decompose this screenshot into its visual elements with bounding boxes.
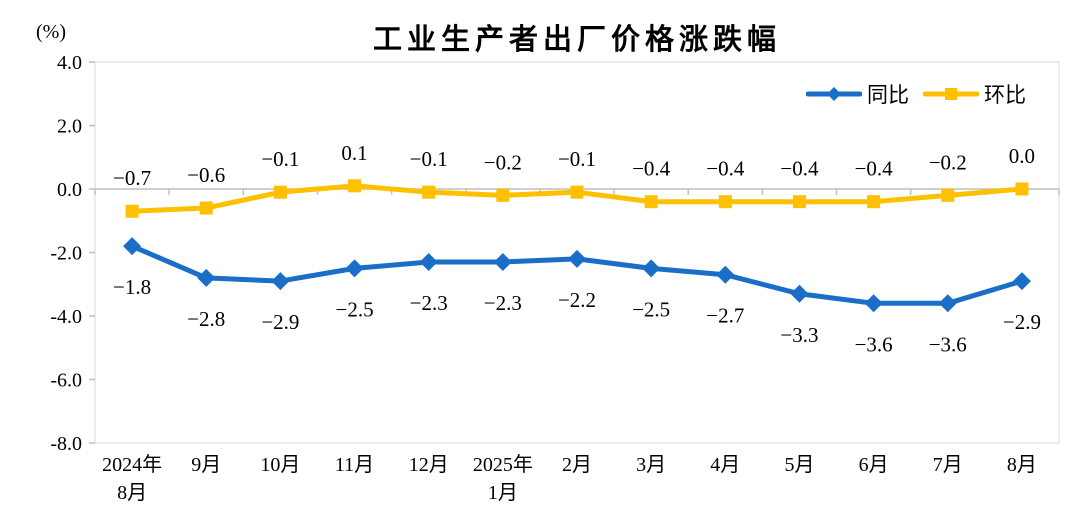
data-label-yoy: −2.2	[558, 288, 596, 312]
y-axis-unit-label: (%)	[36, 21, 66, 43]
x-axis-label: 6月	[859, 454, 889, 476]
y-axis-tick-label: -8.0	[50, 433, 82, 455]
x-axis-label: 1月	[488, 482, 518, 504]
marker-diamond-yoy	[642, 259, 661, 278]
data-label-mom: −0.4	[780, 157, 819, 181]
marker-square-mom	[644, 195, 658, 209]
data-label-yoy: −2.9	[1003, 310, 1041, 334]
marker-diamond-yoy	[123, 237, 142, 256]
x-axis-label: 2月	[562, 454, 592, 476]
data-label-yoy: −2.5	[335, 297, 373, 321]
marker-square-mom	[348, 179, 362, 193]
marker-diamond-yoy	[1012, 272, 1031, 291]
marker-square-mom	[496, 188, 510, 202]
data-label-mom: −0.2	[484, 150, 522, 174]
data-label-yoy: −2.8	[187, 307, 225, 331]
y-axis-tick-label: 4.0	[57, 52, 82, 74]
marker-square-mom	[570, 185, 584, 199]
legend-label-yoy: 同比	[867, 84, 909, 107]
x-axis-label: 8月	[117, 482, 147, 504]
marker-square-mom	[941, 188, 955, 202]
marker-diamond-yoy	[938, 294, 957, 313]
data-label-mom: −0.4	[706, 157, 745, 181]
data-label-mom: −0.7	[113, 166, 151, 190]
data-label-yoy: −2.3	[484, 291, 522, 315]
legend-item-mom: 环比	[923, 79, 1026, 109]
x-axis-label: 2024年	[102, 453, 162, 476]
marker-diamond-yoy	[790, 284, 809, 303]
data-label-yoy: −2.3	[410, 291, 448, 315]
marker-square-mom	[1015, 182, 1029, 196]
x-axis-label: 7月	[933, 454, 963, 476]
mom-square-marker-icon	[945, 88, 957, 100]
x-axis-label: 9月	[191, 454, 221, 476]
chart-title: 工业生产者出厂价格涨跌幅	[372, 24, 781, 56]
data-label-yoy: −3.6	[929, 332, 967, 356]
x-axis-label: 10月	[260, 454, 300, 476]
marker-diamond-yoy	[864, 294, 883, 313]
mom-line-swatch	[923, 88, 979, 100]
data-label-mom: −0.6	[187, 163, 225, 187]
legend-label-mom: 环比	[984, 84, 1026, 107]
data-label-mom: −0.4	[632, 157, 671, 181]
x-axis-label: 11月	[335, 454, 374, 476]
marker-diamond-yoy	[493, 253, 512, 272]
data-label-mom: −0.2	[929, 150, 967, 174]
legend: 同比 环比	[806, 79, 1026, 109]
data-label-yoy: −2.7	[706, 304, 744, 328]
data-label-yoy: −2.9	[261, 310, 299, 334]
data-label-mom: −0.1	[558, 147, 596, 171]
marker-diamond-yoy	[419, 253, 438, 272]
data-label-yoy: −3.3	[780, 323, 818, 347]
data-label-mom: −0.1	[410, 147, 448, 171]
x-axis-label: 8月	[1007, 454, 1037, 476]
data-label-mom: −0.4	[855, 157, 894, 181]
data-label-mom: −0.1	[261, 147, 299, 171]
x-axis-label: 5月	[784, 454, 814, 476]
marker-diamond-yoy	[716, 265, 735, 284]
marker-square-mom	[718, 195, 732, 209]
y-axis-tick-label: -2.0	[50, 243, 82, 265]
y-axis-tick-label: -6.0	[50, 370, 82, 392]
yoy-diamond-marker-icon	[827, 87, 841, 101]
x-axis-label: 12月	[409, 454, 449, 476]
x-axis-label: 3月	[636, 454, 666, 476]
data-label-yoy: −2.5	[632, 297, 670, 321]
marker-square-mom	[125, 204, 139, 218]
marker-square-mom	[867, 195, 881, 209]
marker-diamond-yoy	[568, 249, 586, 268]
data-label-yoy: −1.8	[113, 275, 151, 299]
data-label-yoy: −3.6	[855, 332, 893, 356]
marker-diamond-yoy	[197, 268, 216, 287]
y-axis-tick-label: 0.0	[57, 179, 82, 201]
data-label-mom: 0.1	[341, 141, 367, 165]
marker-square-mom	[792, 195, 806, 209]
y-axis-tick-label: 2.0	[57, 116, 82, 138]
yoy-line-swatch	[806, 87, 862, 101]
marker-square-mom	[199, 201, 213, 215]
y-axis-tick-label: -4.0	[50, 306, 82, 328]
marker-diamond-yoy	[271, 272, 290, 291]
marker-square-mom	[422, 185, 436, 199]
x-axis-label: 2025年	[473, 453, 533, 476]
marker-diamond-yoy	[345, 259, 364, 278]
legend-item-yoy: 同比	[806, 79, 909, 109]
data-label-mom: 0.0	[1009, 144, 1035, 168]
marker-square-mom	[273, 185, 287, 199]
x-axis-label: 4月	[710, 454, 740, 476]
